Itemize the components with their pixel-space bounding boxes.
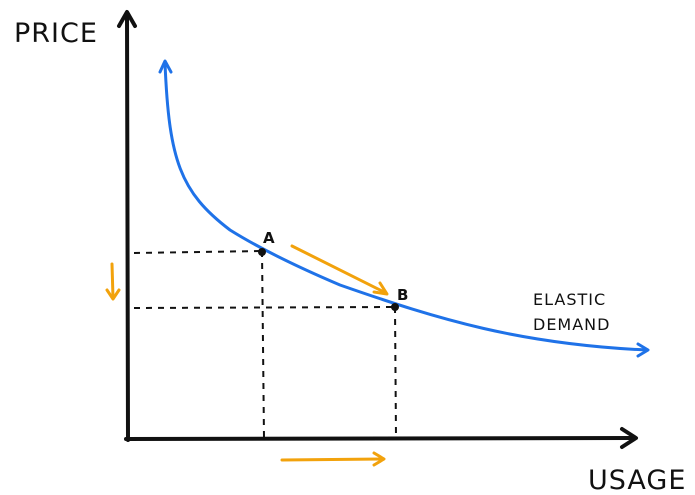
curve-movement-arrowhead: [372, 281, 389, 296]
axes: [117, 10, 638, 449]
guide-line-price-b: [133, 306, 396, 309]
point-a-label: A: [263, 229, 275, 247]
x-axis-arrowhead: [620, 427, 638, 449]
usage-increase-arrowhead: [372, 451, 386, 467]
y-axis-label: PRICE: [14, 18, 98, 49]
point-b-label: B: [397, 286, 408, 304]
usage-increase-arrow: [280, 457, 384, 462]
curve-label-line-2: DEMAND: [533, 315, 610, 334]
point-a-marker: [258, 248, 266, 256]
movement-arrows: [105, 244, 389, 467]
guide-line-usage-b: [394, 306, 397, 439]
x-axis-label: USAGE: [588, 465, 686, 495]
demand-curve: [163, 61, 648, 352]
curve-movement-arrow: [290, 244, 388, 295]
point-b-marker: [391, 303, 399, 311]
price-decrease-arrow: [110, 262, 115, 300]
demand-curve-arrowhead-right: [636, 342, 650, 358]
y-axis: [125, 12, 130, 442]
curve-label-line-1: ELASTIC: [533, 290, 606, 309]
price-decrease-arrowhead: [105, 288, 121, 301]
guide-line-usage-a: [261, 250, 265, 439]
x-axis: [124, 436, 635, 441]
guide-lines: [133, 250, 397, 439]
y-axis-arrowhead: [117, 10, 137, 28]
demand-curve-arrowhead-top: [158, 59, 173, 74]
guide-line-price-a: [133, 250, 263, 254]
